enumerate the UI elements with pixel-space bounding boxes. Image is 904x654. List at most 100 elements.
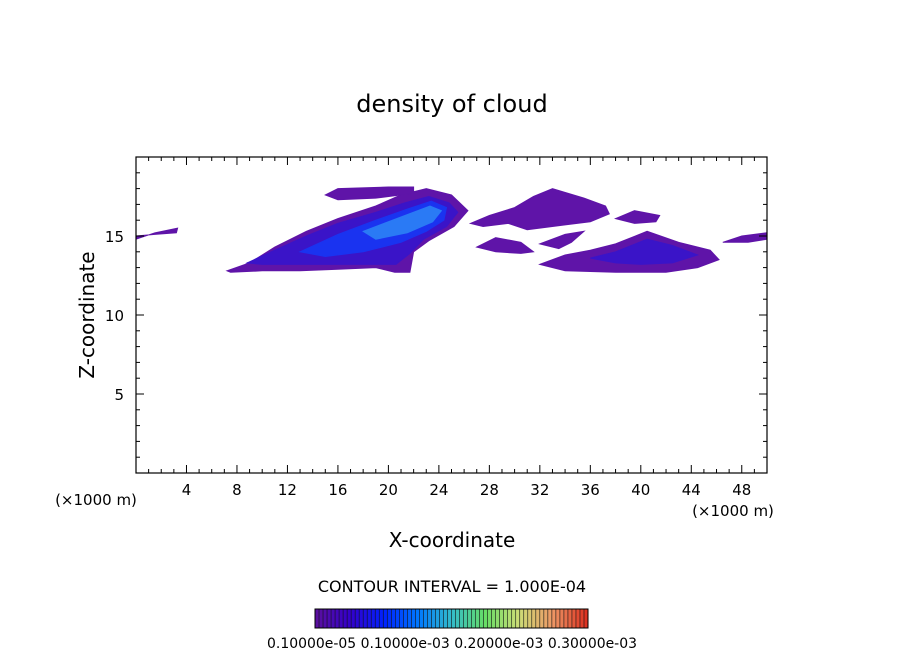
colorbar-cell <box>387 609 392 628</box>
colorbar-cell <box>379 609 384 628</box>
colorbar-cell <box>527 609 533 628</box>
colorbar-cell <box>543 609 549 628</box>
colorbar-cell <box>515 609 521 628</box>
colorbar-cell <box>343 609 348 628</box>
colorbar-cell <box>499 609 504 628</box>
colorbar-cell <box>539 609 545 628</box>
colorbar-cell <box>367 609 372 628</box>
colorbar-cell <box>451 609 456 628</box>
x-tick-label: 16 <box>328 481 347 499</box>
region-cloud-right-lower-core <box>590 238 700 265</box>
colorbar-cell <box>535 609 541 628</box>
colorbar-cell <box>559 609 565 628</box>
region-cloud-top-band <box>324 186 415 201</box>
x-tick-label: 40 <box>631 481 650 499</box>
contour-interval-label: CONTOUR INTERVAL = 1.000E-04 <box>318 577 586 596</box>
colorbar-cell <box>583 609 589 628</box>
colorbar-cell <box>579 609 585 628</box>
x-axis-ticks: 4 8 12 16 20 24 28 32 36 40 44 48 <box>148 157 755 499</box>
region-cloud-right-small <box>614 210 661 224</box>
colorbar-cell <box>479 609 484 628</box>
colorbar-cell <box>455 609 460 628</box>
colorbar-cell <box>555 609 561 628</box>
colorbar-cell <box>339 609 344 628</box>
x-tick-label: 4 <box>182 481 192 499</box>
colorbar-cell <box>575 609 581 628</box>
colorbar-cell <box>427 609 432 628</box>
colorbar-cell <box>323 609 328 628</box>
colorbar-cell <box>355 609 360 628</box>
colorbar-cell <box>483 609 488 628</box>
y-axis-ticks: 5 10 15 <box>105 172 767 458</box>
x-unit-left: (×1000 m) <box>55 491 137 509</box>
colorbar-cell <box>319 609 324 628</box>
colorbar-cell <box>399 609 404 628</box>
x-tick-label: 20 <box>379 481 398 499</box>
colorbar-cell <box>407 609 412 628</box>
colorbar-cell <box>371 609 376 628</box>
x-tick-label: 44 <box>682 481 701 499</box>
colorbar-cell <box>375 609 380 628</box>
colorbar-cell <box>383 609 388 628</box>
colorbar <box>314 608 589 629</box>
colorbar-cell <box>315 609 320 628</box>
colorbar-cell <box>395 609 400 628</box>
colorbar-cell <box>335 609 340 628</box>
colorbar-labels: 0.10000e-05 0.10000e-03 0.20000e-03 0.30… <box>267 636 637 652</box>
x-tick-label: 8 <box>232 481 242 499</box>
x-tick-label: 48 <box>732 481 751 499</box>
region-main-cloud-peak <box>362 205 443 240</box>
colorbar-cell <box>491 609 496 628</box>
colorbar-cell <box>415 609 420 628</box>
colorbar-cell <box>547 609 553 628</box>
x-unit-right: (×1000 m) <box>692 502 774 520</box>
y-tick-label: 15 <box>105 228 124 246</box>
colorbar-cell <box>363 609 368 628</box>
colorbar-cell <box>391 609 396 628</box>
colorbar-cell <box>459 609 464 628</box>
colorbar-cell <box>327 609 332 628</box>
y-tick-label: 5 <box>114 386 124 404</box>
colorbar-cell <box>331 609 336 628</box>
contour-regions <box>136 186 767 273</box>
region-cloud-far-right <box>722 232 767 243</box>
x-tick-label: 12 <box>278 481 297 499</box>
colorbar-cell <box>423 609 428 628</box>
colorbar-cell <box>411 609 416 628</box>
colorbar-cell <box>443 609 448 628</box>
region-cloud-right-upper <box>468 188 610 231</box>
colorbar-cell <box>359 609 364 628</box>
colorbar-frame <box>314 608 589 629</box>
colorbar-cell <box>447 609 452 628</box>
x-tick-label: 28 <box>480 481 499 499</box>
chart-title: density of cloud <box>356 90 547 118</box>
x-tick-label: 32 <box>530 481 549 499</box>
colorbar-cell <box>571 609 577 628</box>
x-axis-label: X-coordinate <box>389 528 516 552</box>
colorbar-cell <box>503 609 508 628</box>
region-cloud-mid-band <box>475 237 535 254</box>
colorbar-cell <box>523 609 529 628</box>
colorbar-cell <box>471 609 476 628</box>
x-tick-label: 24 <box>429 481 448 499</box>
colorbar-cell <box>511 609 517 628</box>
colorbar-cell <box>519 609 525 628</box>
x-tick-label: 36 <box>581 481 600 499</box>
colorbar-cell <box>431 609 436 628</box>
colorbar-cell <box>531 609 537 628</box>
colorbar-cell <box>475 609 480 628</box>
colorbar-cell <box>435 609 440 628</box>
colorbar-cell <box>463 609 468 628</box>
colorbar-cell <box>567 609 573 628</box>
y-axis-label: Z-coordinate <box>75 251 99 378</box>
region-cloud-left-edge <box>136 227 179 240</box>
colorbar-cell <box>487 609 492 628</box>
colorbar-cell <box>507 609 513 628</box>
colorbar-cell <box>467 609 472 628</box>
region-cloud-mid-band2 <box>538 230 586 250</box>
colorbar-cell <box>551 609 557 628</box>
colorbar-cell <box>563 609 569 628</box>
colorbar-cell <box>495 609 500 628</box>
colorbar-cell <box>419 609 424 628</box>
